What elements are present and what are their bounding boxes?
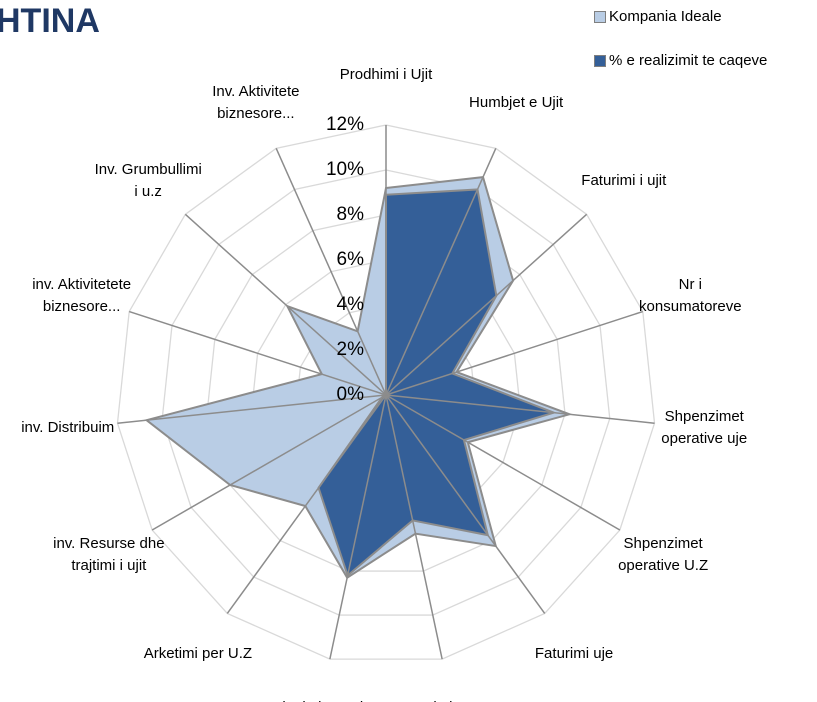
spoke <box>385 148 497 396</box>
spoke <box>385 394 443 660</box>
legend-entry: Kompania Ideale <box>594 8 722 25</box>
category-label: Arketimi per U.Z <box>143 644 253 662</box>
y-tick-label: 4% <box>337 294 365 315</box>
legend-entry: % e realizimit te caqeve <box>594 52 767 69</box>
category-label: Shpenzimet operative uje <box>661 408 748 448</box>
grid-ring <box>116 124 656 660</box>
category-label: Arketimi per uje <box>263 697 375 702</box>
category-label: inv. Distribuim <box>21 419 115 437</box>
spoke <box>275 148 387 396</box>
spoke <box>184 213 387 396</box>
y-tick-label: 0% <box>337 384 365 405</box>
spoke <box>385 394 546 614</box>
y-tick-label: 8% <box>337 204 365 225</box>
legend-swatch <box>594 10 606 23</box>
category-label: Prodhimi i Ujit <box>339 66 433 83</box>
grid-ring <box>206 214 566 572</box>
category-label: Nr i konsumatoreve <box>639 276 742 316</box>
legend-label: Kompania Ideale <box>609 8 722 25</box>
legend-label: % e realizimit te caqeve <box>609 52 768 69</box>
category-label: Shpenzimet operative U.Z <box>618 535 709 574</box>
category-label: Inv. Grumbullimi i u.z <box>94 160 202 200</box>
spoke <box>117 394 387 424</box>
chart-title: HTINA <box>0 2 100 40</box>
y-tick-label: 12% <box>326 114 364 135</box>
spoke <box>329 394 387 660</box>
spoke <box>385 213 588 396</box>
category-label: inv. Resurse dhe trajtimi i ujit <box>53 535 165 574</box>
spoke <box>385 394 655 424</box>
category-label: Faturimi per U.Z <box>397 697 509 702</box>
spoke <box>226 394 387 614</box>
category-label: inv. Aktivitetete biznesore... <box>32 276 132 316</box>
category-label: Humbjet e Ujit <box>469 93 564 111</box>
y-tick-label: 10% <box>326 159 364 180</box>
category-label: Inv. Aktivitete biznesore... <box>212 82 300 122</box>
spoke <box>385 394 621 531</box>
spoke <box>128 310 387 396</box>
y-tick-label: 2% <box>337 339 365 360</box>
category-label: Faturimi uje <box>534 644 614 662</box>
category-label: Faturimi i ujit <box>581 171 667 189</box>
spoke <box>385 310 644 396</box>
legend-swatch <box>594 54 606 67</box>
spoke <box>151 394 387 531</box>
grid-ring <box>161 169 611 616</box>
y-tick-label: 6% <box>337 249 365 270</box>
